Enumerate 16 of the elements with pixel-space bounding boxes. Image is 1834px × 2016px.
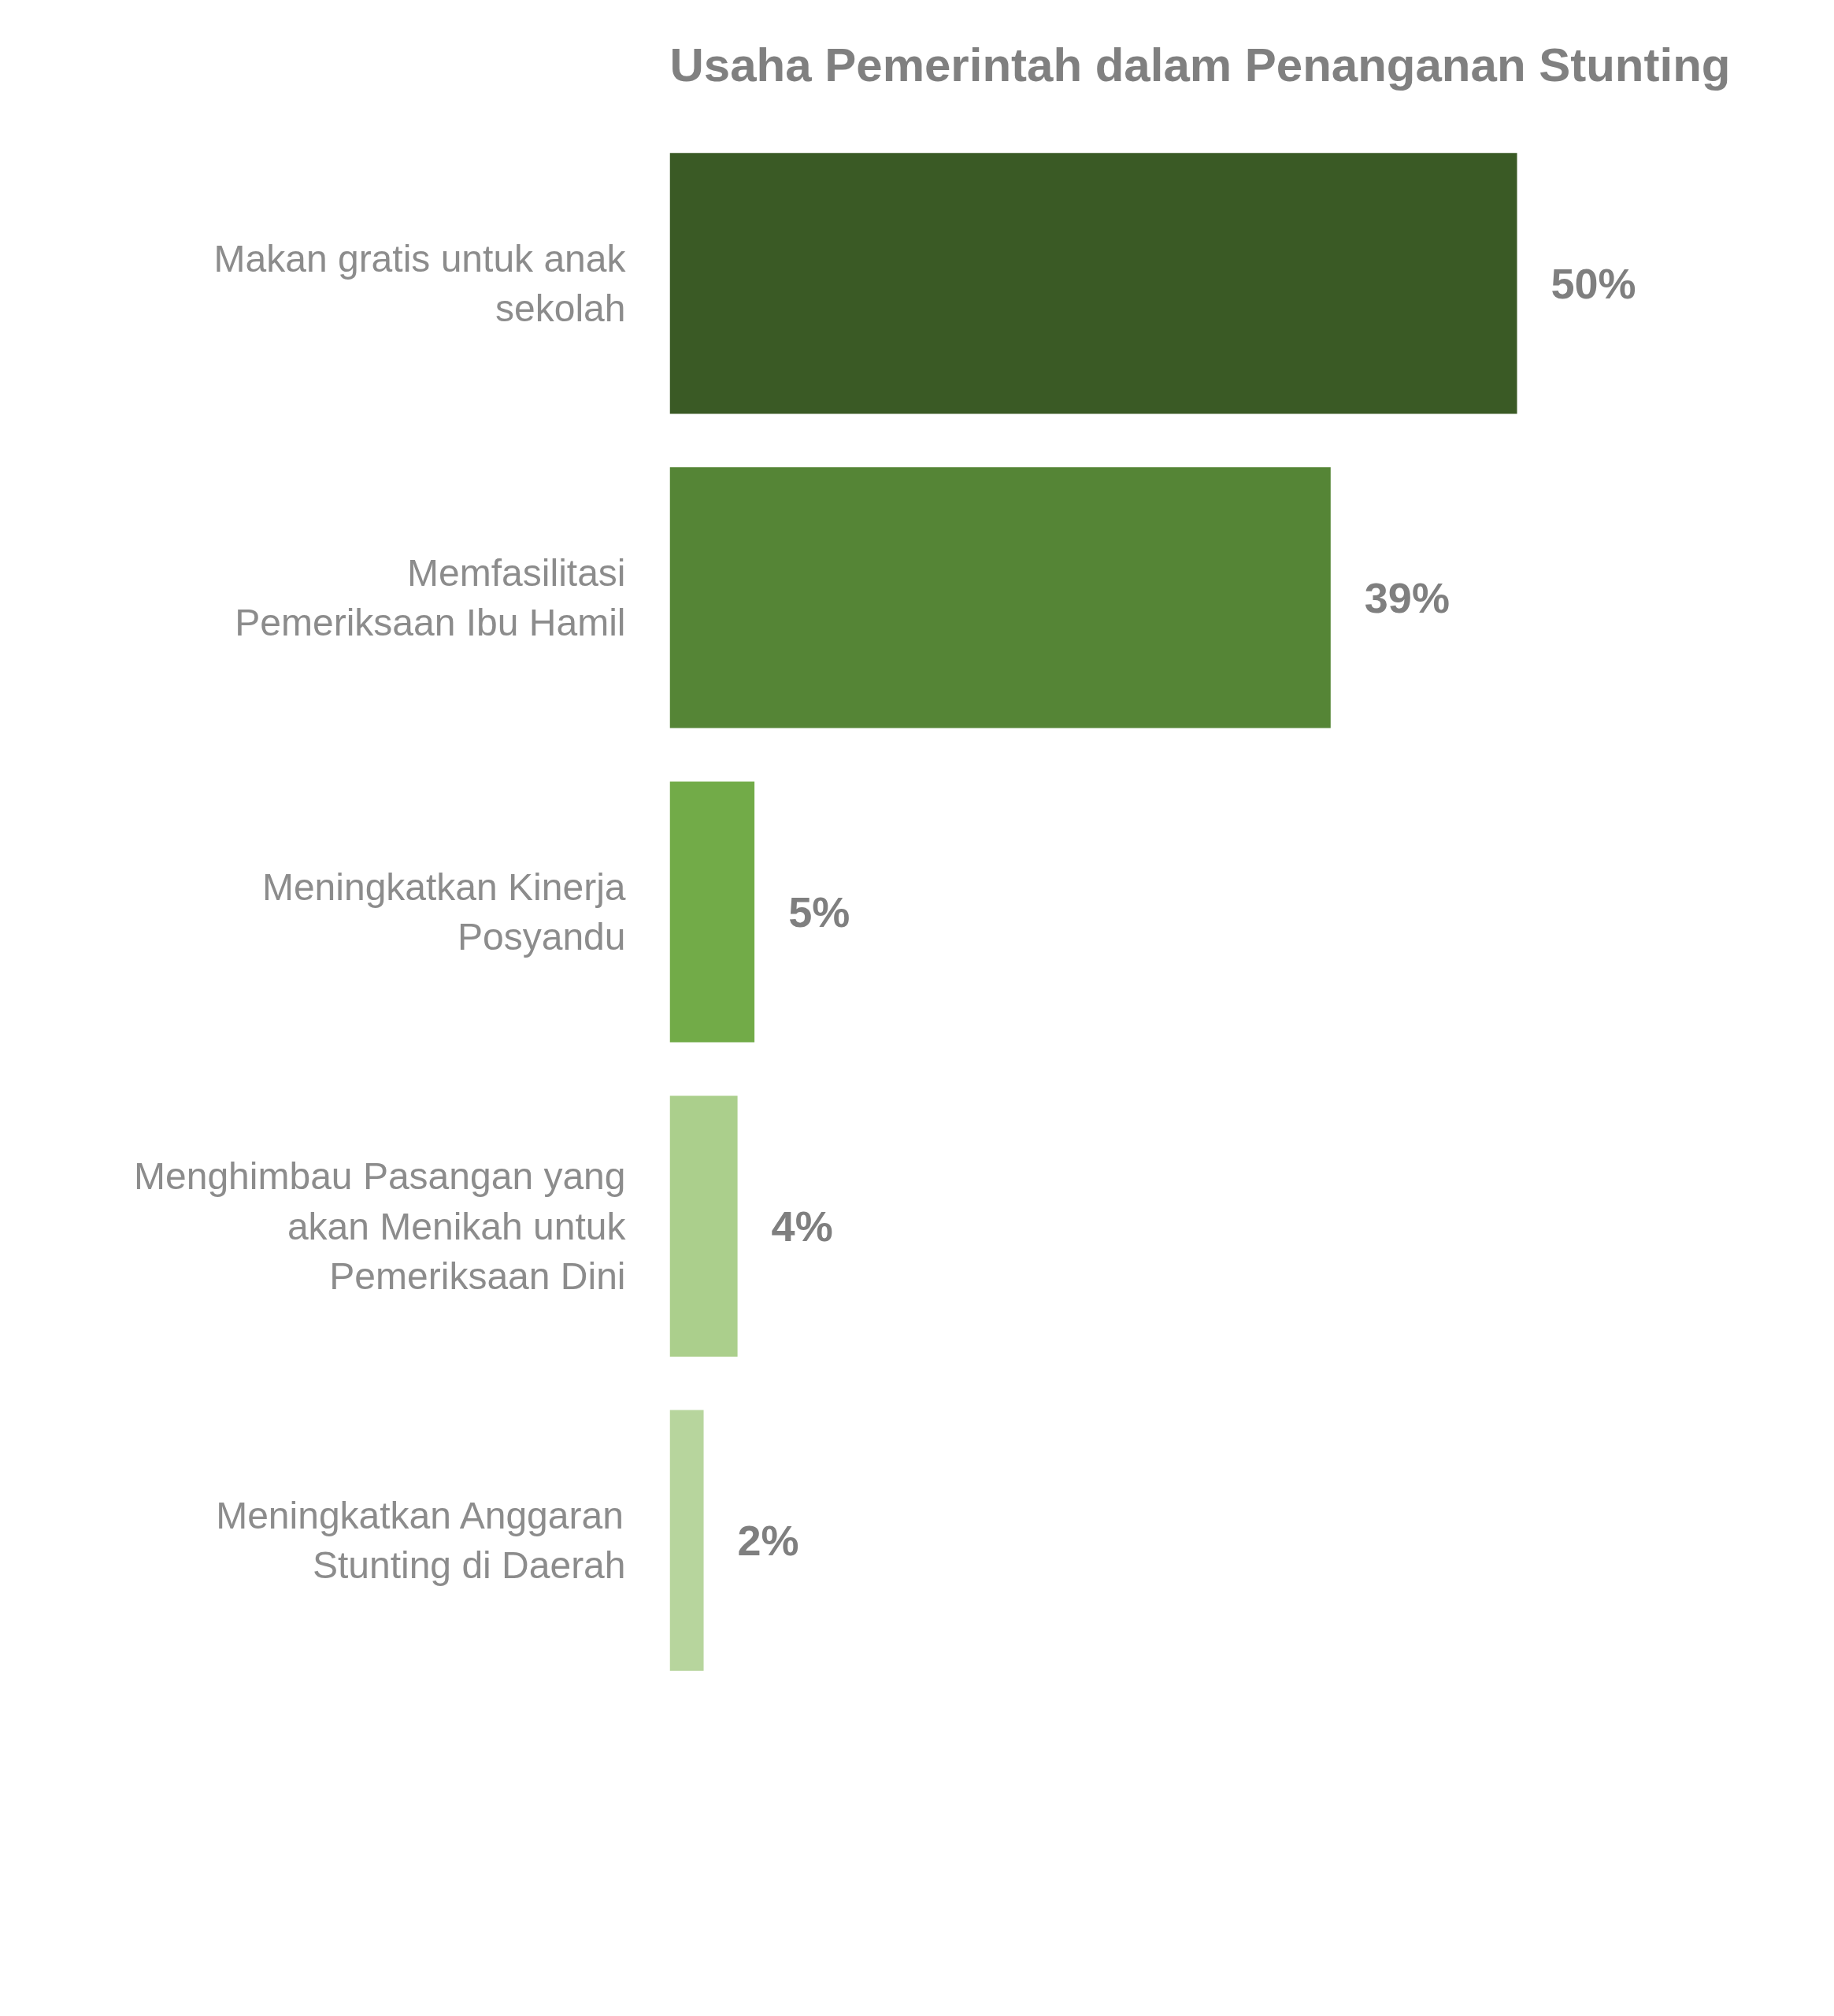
data-label: 2% [737,1517,799,1565]
bar [669,153,1517,414]
bar [669,1095,738,1357]
y-tick-label: Memfasilitasi Pemeriksaan Ibu Hamil [235,551,626,644]
data-label: 5% [788,888,850,936]
y-tick-label: Meningkatkan Anggaran Stunting di Daerah [216,1494,626,1587]
y-tick-label: Menghimbau Pasangan yang akan Menikah untuk Pemeriksaan Dini [134,1154,627,1298]
y-tick-label: Meningkatkan Kinerja Posyandu [261,865,626,958]
bar [669,467,1331,728]
bar [669,781,755,1043]
chart-title: Usaha Pemerintah dalam Penanganan Stunting [669,38,1731,91]
data-label: 50% [1551,259,1636,307]
y-tick-label: Makan gratis untuk anak sekolah [213,237,627,330]
data-label: 39% [1364,573,1450,621]
data-label: 4% [771,1203,833,1251]
bar [669,1410,704,1671]
